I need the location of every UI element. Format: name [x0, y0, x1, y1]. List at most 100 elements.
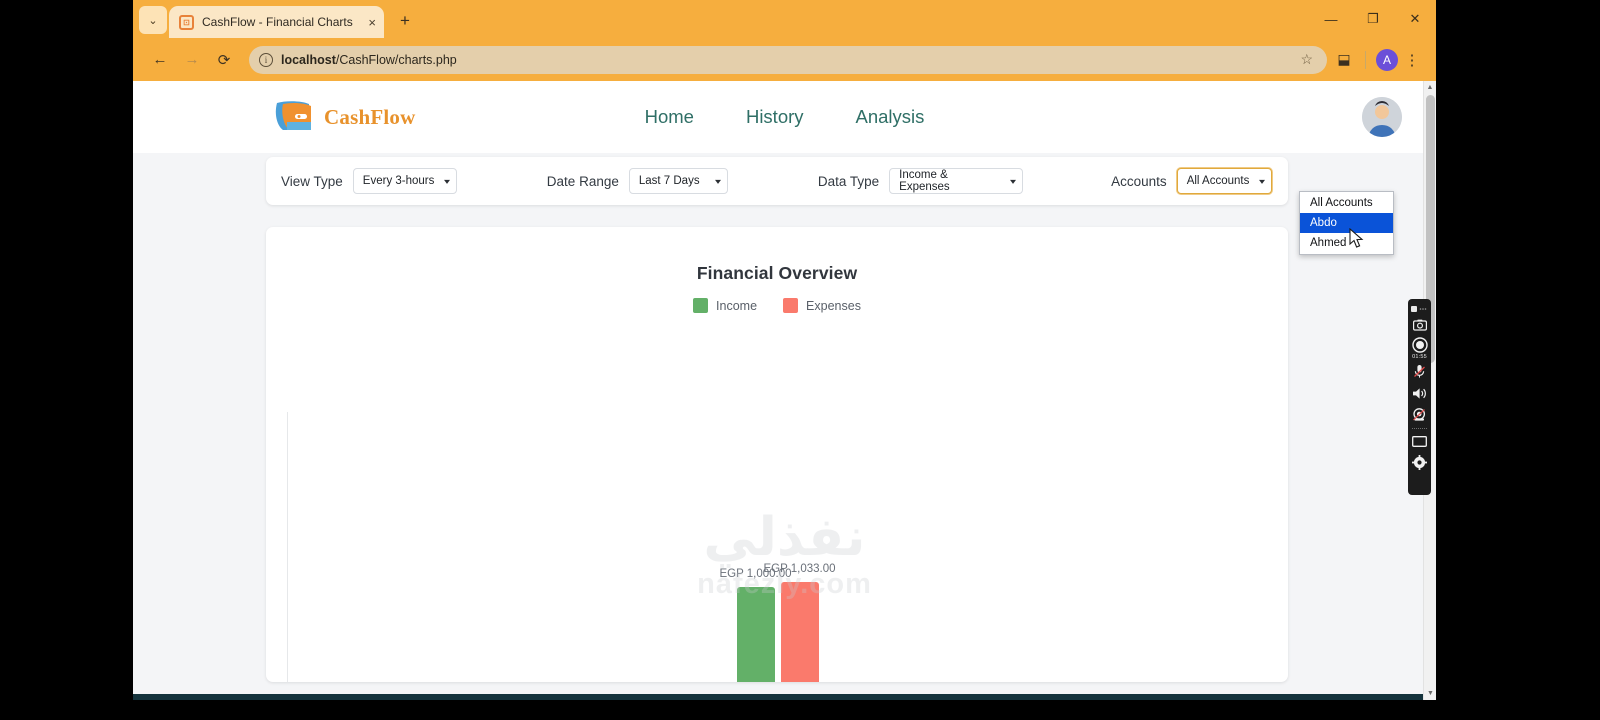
forward-icon[interactable]: → — [184, 51, 200, 68]
legend-item-expenses[interactable]: Expenses — [783, 298, 861, 313]
legend-item-income[interactable]: Income — [693, 298, 757, 313]
url-path: /CashFlow/charts.php — [335, 52, 457, 67]
chart-plot-area: EGP 1,000.00 EGP 1,033.00 12/3/2024 18:0… — [287, 412, 1267, 682]
webcam-svg — [1413, 408, 1426, 421]
site-logo[interactable]: CashFlow — [273, 100, 415, 134]
filter-data-type: Data Type Income & Expenses ▾ — [817, 168, 1024, 194]
chevron-down-icon: ▾ — [1258, 176, 1265, 186]
filter-label-view-type: View Type — [281, 173, 343, 189]
chevron-down-icon: ▾ — [1010, 176, 1017, 186]
screen-recorder-toolbar[interactable]: 01:55 — [1408, 299, 1431, 495]
cursor-icon — [1349, 227, 1364, 248]
tab-title: CashFlow - Financial Charts — [202, 15, 353, 29]
extensions-icon[interactable]: ⬓ — [1337, 51, 1351, 67]
date-range-select[interactable]: Last 7 Days ▾ — [628, 168, 728, 194]
chevron-down-icon: ▾ — [714, 176, 721, 186]
chart-card: Financial Overview Income Expenses EGP — [266, 227, 1288, 682]
legend-swatch-income — [693, 298, 709, 313]
reload-icon[interactable]: ⟳ — [217, 51, 231, 69]
drag-handle-icon[interactable] — [1408, 302, 1431, 315]
toolbar-divider — [1412, 428, 1427, 429]
date-range-value: Last 7 Days — [638, 175, 700, 187]
chart-title: Financial Overview — [696, 263, 858, 283]
browser-window: ⌄ ⊡ CashFlow - Financial Charts × + — ❐ … — [133, 0, 1436, 700]
url-host: localhost — [281, 52, 336, 67]
mic-svg — [1414, 364, 1425, 378]
cashflow-logo-icon — [273, 100, 315, 134]
main-nav: Home History Analysis — [133, 106, 1436, 128]
new-tab-button[interactable]: + — [400, 11, 410, 30]
scroll-up-icon[interactable]: ▲ — [1426, 84, 1434, 91]
data-type-value: Income & Expenses — [899, 169, 950, 193]
dropdown-option-abdo[interactable]: Abdo — [1300, 213, 1393, 233]
dropdown-option-ahmed[interactable]: Ahmed — [1310, 237, 1347, 249]
frame-svg — [1412, 435, 1427, 447]
filter-label-accounts: Accounts — [1111, 173, 1167, 189]
record-svg — [1411, 337, 1428, 353]
browser-tab[interactable]: ⊡ CashFlow - Financial Charts × — [169, 6, 384, 38]
gear-icon[interactable] — [1408, 451, 1431, 473]
camera-svg — [1412, 319, 1427, 331]
view-type-select[interactable]: Every 3-hours ▾ — [352, 168, 457, 194]
speaker-icon[interactable] — [1408, 382, 1431, 404]
nav-link-analysis[interactable]: Analysis — [855, 106, 925, 127]
tab-search-icon[interactable]: ⌄ — [139, 6, 167, 34]
screenshot-icon[interactable] — [1408, 315, 1431, 335]
filter-view-type: View Type Every 3-hours ▾ — [281, 168, 457, 194]
data-type-select[interactable]: Income & Expenses ▾ — [889, 168, 1024, 194]
bar-value-income: EGP 1,000.00 — [719, 567, 792, 580]
view-type-value: Every 3-hours — [362, 175, 435, 187]
logo-svg — [275, 101, 311, 130]
scroll-down-icon[interactable]: ▼ — [1427, 690, 1434, 697]
address-bar[interactable]: i localhost/CashFlow/charts.php ☆ — [249, 45, 1327, 74]
back-icon[interactable]: ← — [152, 51, 168, 68]
bookmark-star-icon[interactable]: ☆ — [1300, 51, 1313, 67]
maximize-icon[interactable]: ❐ — [1367, 11, 1379, 26]
filter-accounts: Accounts All Accounts ▾ — [1111, 168, 1272, 194]
user-avatar[interactable] — [1362, 97, 1402, 137]
accounts-dropdown-list[interactable]: All Accounts Abdo Ahmed — [1299, 191, 1394, 255]
filter-label-data-type: Data Type — [817, 173, 880, 189]
filter-label-date-range: Date Range — [546, 173, 619, 189]
minimize-icon[interactable]: — — [1324, 11, 1338, 27]
browser-menu-icon[interactable]: ⋮ — [1404, 51, 1420, 69]
nav-link-history[interactable]: History — [745, 106, 804, 127]
os-taskbar-strip — [133, 694, 1436, 700]
bar-expenses[interactable]: EGP 1,033.00 — [763, 563, 836, 682]
close-window-icon[interactable]: ✕ — [1409, 11, 1421, 26]
filter-bar: View Type Every 3-hours ▾ Date Range Las… — [266, 157, 1288, 205]
legend-label-income: Income — [716, 298, 758, 313]
legend-swatch-expenses — [783, 298, 799, 313]
record-stop-icon[interactable] — [1408, 335, 1431, 355]
dropdown-option-all-accounts[interactable]: All Accounts — [1310, 197, 1373, 209]
window-controls: — ❐ ✕ — [1310, 0, 1436, 38]
close-icon[interactable]: × — [368, 14, 376, 30]
bar-income[interactable]: EGP 1,000.00 — [719, 568, 792, 682]
bar-group: EGP 1,000.00 EGP 1,033.00 — [719, 412, 836, 682]
nav-link-home[interactable]: Home — [644, 106, 694, 127]
site-info-icon[interactable]: i — [259, 52, 273, 67]
chevron-down-icon: ▾ — [443, 176, 450, 186]
profile-avatar-button[interactable]: A — [1376, 48, 1398, 71]
page-viewport: CashFlow Home History Analysis — [133, 81, 1436, 700]
toolbar-divider — [1365, 50, 1366, 69]
chart-legend: Income Expenses — [266, 298, 1288, 313]
browser-toolbar: ← → ⟳ i localhost/CashFlow/charts.php ☆ … — [133, 38, 1436, 81]
bar-value-expenses: EGP 1,033.00 — [763, 563, 836, 576]
tab-strip: ⌄ ⊡ CashFlow - Financial Charts × + — ❐ … — [133, 0, 1436, 38]
frame-icon[interactable] — [1408, 431, 1431, 451]
mouse-cursor — [1349, 227, 1365, 255]
url-text: localhost/CashFlow/charts.php — [281, 53, 1292, 67]
drag-handle-svg — [1411, 305, 1427, 312]
webcam-icon[interactable] — [1408, 404, 1431, 426]
scrollbar-thumb[interactable] — [1426, 95, 1435, 363]
gear-svg — [1412, 454, 1427, 470]
filter-date-range: Date Range Last 7 Days ▾ — [547, 168, 728, 194]
speaker-svg — [1412, 387, 1426, 399]
recording-timer: 01:55 — [1412, 354, 1427, 360]
accounts-select[interactable]: All Accounts ▾ — [1176, 168, 1272, 194]
avatar-icon — [1362, 97, 1402, 137]
logo-text: CashFlow — [324, 104, 416, 129]
microphone-icon[interactable] — [1408, 360, 1431, 382]
